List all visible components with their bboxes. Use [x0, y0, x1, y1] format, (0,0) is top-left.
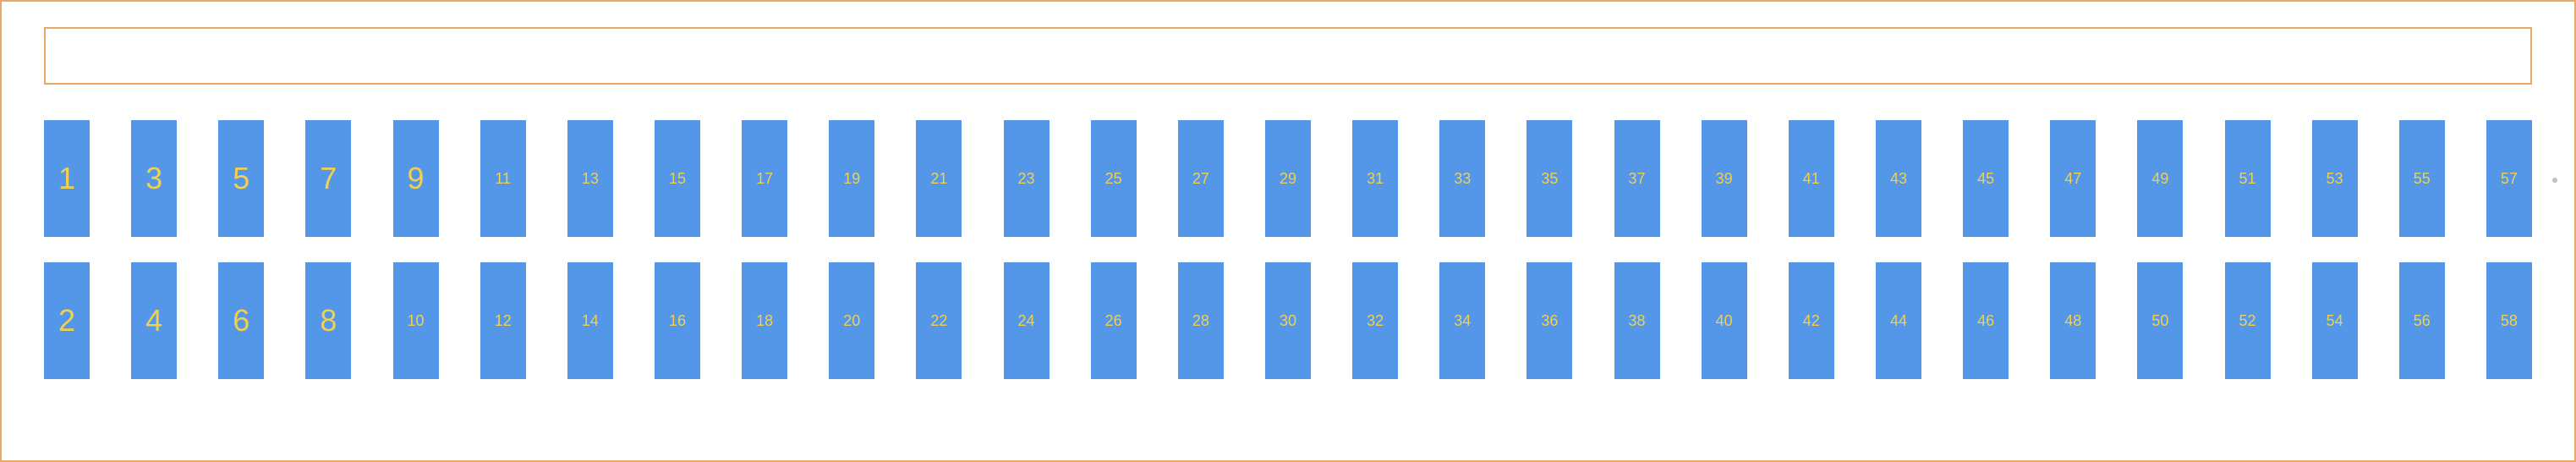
pin-38: 38 [1614, 262, 1660, 379]
pin-20: 20 [829, 262, 874, 379]
pin-21: 21 [916, 120, 962, 237]
pin-18: 18 [742, 262, 787, 379]
pin-8: 8 [305, 262, 351, 379]
pin-24: 24 [1004, 262, 1050, 379]
pin-50: 50 [2137, 262, 2183, 379]
pin-row-bottom: 5856545250484644424038363432302826242220… [44, 262, 2532, 379]
pin-12: 12 [480, 262, 526, 379]
pin-6: 6 [218, 262, 264, 379]
pin-41: 41 [1789, 120, 1834, 237]
pin-57: 57 [2486, 120, 2532, 237]
pin-rows: 5755535149474543413937353331292725232119… [44, 120, 2532, 435]
pin-49: 49 [2137, 120, 2183, 237]
pin-37: 37 [1614, 120, 1660, 237]
pin-51: 51 [2225, 120, 2271, 237]
pin-17: 17 [742, 120, 787, 237]
pin-47: 47 [2050, 120, 2096, 237]
pin-53: 53 [2312, 120, 2358, 237]
footprint-container: 5755535149474543413937353331292725232119… [0, 0, 2576, 462]
pin-27: 27 [1178, 120, 1224, 237]
pin-32: 32 [1352, 262, 1398, 379]
pin-46: 46 [1963, 262, 2009, 379]
pin-29: 29 [1265, 120, 1311, 237]
connector-body-outline [44, 27, 2532, 85]
pin-23: 23 [1004, 120, 1050, 237]
pin-13: 13 [567, 120, 613, 237]
pin1-indicator [2552, 178, 2557, 183]
pin-58: 58 [2486, 262, 2532, 379]
pin-45: 45 [1963, 120, 2009, 237]
pin-15: 15 [655, 120, 700, 237]
pin-5: 5 [218, 120, 264, 237]
pin-14: 14 [567, 262, 613, 379]
pin-28: 28 [1178, 262, 1224, 379]
pin-52: 52 [2225, 262, 2271, 379]
pin-44: 44 [1876, 262, 1921, 379]
pin-35: 35 [1526, 120, 1572, 237]
pin-34: 34 [1439, 262, 1485, 379]
pin-40: 40 [1702, 262, 1747, 379]
pin-2: 2 [44, 262, 90, 379]
pin-30: 30 [1265, 262, 1311, 379]
pin-33: 33 [1439, 120, 1485, 237]
pin-16: 16 [655, 262, 700, 379]
pin-54: 54 [2312, 262, 2358, 379]
pin-36: 36 [1526, 262, 1572, 379]
pin-56: 56 [2399, 262, 2445, 379]
pin-42: 42 [1789, 262, 1834, 379]
pin-48: 48 [2050, 262, 2096, 379]
pin-3: 3 [131, 120, 177, 237]
pin-11: 11 [480, 120, 526, 237]
pin-7: 7 [305, 120, 351, 237]
pin-39: 39 [1702, 120, 1747, 237]
pin-31: 31 [1352, 120, 1398, 237]
pin-1: 1 [44, 120, 90, 237]
pin-55: 55 [2399, 120, 2445, 237]
pin-26: 26 [1091, 262, 1137, 379]
pin-row-top: 5755535149474543413937353331292725232119… [44, 120, 2532, 237]
pin-25: 25 [1091, 120, 1137, 237]
pin-10: 10 [393, 262, 439, 379]
pin-22: 22 [916, 262, 962, 379]
pin-19: 19 [829, 120, 874, 237]
pin-43: 43 [1876, 120, 1921, 237]
pin-4: 4 [131, 262, 177, 379]
pin-9: 9 [393, 120, 439, 237]
